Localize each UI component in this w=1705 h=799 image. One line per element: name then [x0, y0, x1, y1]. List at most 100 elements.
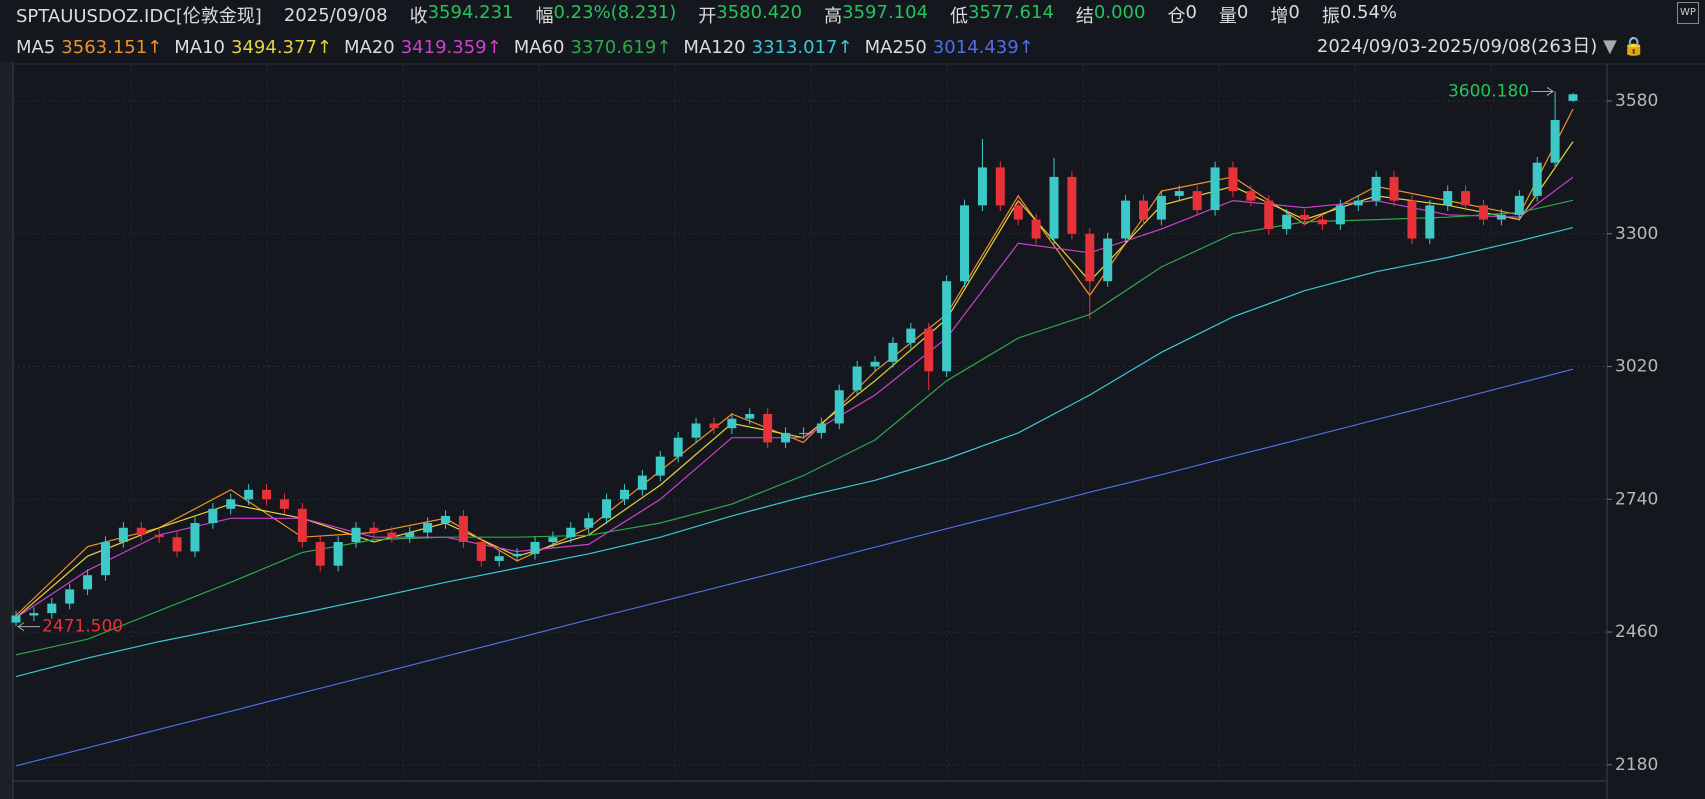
quote-field: 开 3580.420 [698, 2, 802, 28]
arrow-head [17, 622, 25, 632]
legend-entry[interactable]: MA60 3370.619↑ [514, 37, 672, 58]
candle-body [566, 527, 576, 538]
candle-body [1138, 200, 1148, 220]
candle-body [226, 499, 236, 509]
candle-body [1049, 176, 1059, 239]
legend-value: 3370.619↑ [570, 36, 672, 58]
ma-legend: MA5 3563.151↑ MA10 3494.377↑ MA20 3419.359↑ MA… [16, 34, 1034, 60]
candle-body [673, 437, 683, 457]
quote-header: SPTAUUSDOZ.IDC[伦敦金现] 2025/09/08 收 3594.23… [16, 2, 1397, 28]
y-tick-label: 2460 [1615, 622, 1658, 642]
y-tick-label: 2740 [1615, 489, 1658, 509]
legend-entry[interactable]: MA10 3494.377↑ [174, 37, 332, 58]
candle-body [942, 281, 952, 372]
field-value: 0 [1236, 2, 1249, 23]
legend-name: MA120 [683, 36, 746, 58]
field-label: 增 [1270, 6, 1289, 27]
y-tick-label: 3580 [1615, 91, 1658, 111]
candle-body [1371, 176, 1381, 201]
quote-field: 低 3577.614 [950, 2, 1054, 28]
candle-body [154, 534, 164, 538]
candle-body [1013, 205, 1023, 220]
candle-body [1568, 94, 1578, 101]
candle-body [1335, 205, 1345, 225]
candle-body [1192, 191, 1202, 211]
candle-body [1389, 176, 1399, 201]
candle-body [1317, 219, 1327, 225]
legend-value: 3014.439↑ [932, 36, 1034, 58]
candle-body [781, 432, 791, 443]
legend-name: MA20 [343, 36, 395, 58]
candle-body [637, 475, 647, 490]
candle-body [709, 423, 719, 429]
sidebar[interactable] [0, 62, 13, 799]
candle-body [1300, 214, 1310, 220]
legend-entry[interactable]: MA120 3313.017↑ [683, 37, 852, 58]
candle-body [369, 527, 379, 533]
field-label: 结 [1075, 6, 1094, 27]
candle-body [423, 523, 433, 533]
legend-entry[interactable]: MA5 3563.151↑ [16, 37, 162, 58]
candle-body [1031, 219, 1041, 239]
range-text: 2024/09/03-2025/09/08(263日) [1316, 36, 1598, 57]
field-value: 3580.420 [716, 2, 803, 23]
candle-body [297, 508, 307, 542]
candle-body [1479, 205, 1489, 220]
legend-entry[interactable]: MA250 3014.439↑ [865, 37, 1034, 58]
candle-body [262, 489, 272, 500]
candle-body [208, 508, 218, 524]
candle-body [279, 499, 289, 509]
candle-body [870, 361, 880, 367]
candle-body [727, 418, 737, 429]
field-value: 3597.104 [842, 2, 929, 23]
candle-body [1210, 167, 1220, 211]
legend-value: 3419.359↑ [400, 36, 502, 58]
quote-field: 高 3597.104 [824, 2, 928, 28]
candle-body [47, 603, 57, 614]
field-label: 仓 [1167, 6, 1186, 27]
candle-body [1353, 200, 1363, 206]
candle-body [1246, 191, 1256, 201]
ma-line [15, 227, 1574, 678]
candle-body [906, 328, 916, 343]
candle-body [1121, 200, 1131, 239]
legend-name: MA60 [513, 36, 565, 58]
candle-body [494, 556, 504, 561]
quote-field: 幅 0.23%(8.231) [535, 2, 676, 28]
candle-body [118, 527, 128, 542]
date: 2025/09/08 [283, 4, 388, 26]
candle-body [65, 589, 75, 604]
candle-body [458, 515, 468, 542]
legend-entry[interactable]: MA20 3419.359↑ [344, 37, 502, 58]
candle-body [1174, 191, 1184, 196]
date-range[interactable]: 2024/09/03-2025/09/08(263日) ▼ 🔒 [1316, 36, 1645, 57]
field-label: 开 [698, 6, 717, 27]
candle-body [602, 499, 612, 519]
candle-body [29, 613, 39, 616]
ma-line [15, 176, 1574, 619]
symbol[interactable]: SPTAUUSDOZ.IDC[伦敦金现] [16, 6, 262, 27]
candle-body [995, 167, 1005, 206]
candle-body [888, 342, 898, 362]
field-value: 0.23%(8.231) [553, 2, 677, 23]
legend-name: MA10 [174, 36, 226, 58]
field-label: 收 [409, 6, 428, 27]
wp-icon[interactable]: WP [1677, 2, 1699, 24]
legend-name: MA250 [864, 36, 927, 58]
candle-body [1550, 120, 1560, 163]
candle-body [1228, 167, 1238, 192]
candle-body [351, 527, 361, 542]
candle-body [1496, 214, 1506, 220]
candle-body [1264, 200, 1274, 230]
candle-body [1085, 233, 1095, 282]
candle-body [619, 489, 629, 500]
candle-body [530, 541, 540, 554]
candle-body [798, 432, 808, 434]
candle-body [172, 537, 182, 552]
candle-body [190, 523, 200, 552]
legend-name: MA5 [16, 36, 56, 58]
